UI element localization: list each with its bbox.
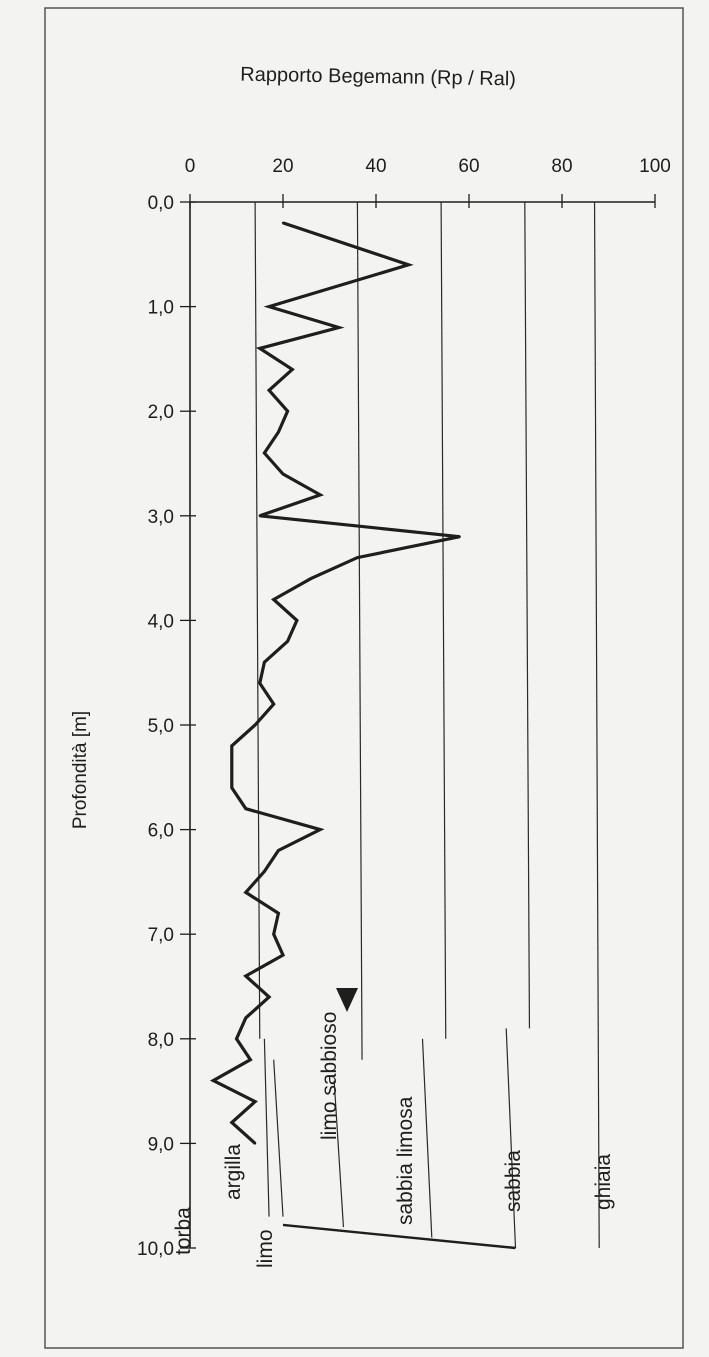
ratio-data-point bbox=[337, 326, 340, 329]
soil-zone-label: ghiaia bbox=[592, 1154, 615, 1210]
ratio-data-point bbox=[230, 765, 234, 769]
soil-boundary-line bbox=[421, 1038, 433, 1238]
ratio-data-point bbox=[319, 828, 322, 831]
soil-zone-label: limo sabbioso bbox=[318, 1012, 341, 1140]
ratio-data-point bbox=[235, 1037, 238, 1041]
ratio-data-point bbox=[281, 953, 285, 957]
soil-zone-label: limo bbox=[254, 1229, 277, 1268]
ratio-data-point bbox=[258, 514, 261, 517]
ratio-data-point bbox=[253, 1100, 257, 1103]
ratio-data-point bbox=[244, 807, 247, 810]
ratio-data-point bbox=[277, 430, 280, 434]
y-tick-label: 8,0 bbox=[148, 1030, 174, 1051]
y-tick-label: 9,0 bbox=[148, 1134, 174, 1155]
ratio-data-point bbox=[230, 744, 234, 748]
soil-boundary-line bbox=[524, 201, 531, 1029]
ratio-data-point bbox=[258, 681, 261, 685]
plot-area bbox=[209, 221, 461, 1145]
soil-zone-label: sabbia bbox=[502, 1150, 525, 1212]
ratio-data-point bbox=[295, 619, 299, 622]
ratio-data-point bbox=[253, 1142, 257, 1145]
ratio-data-point bbox=[277, 912, 280, 915]
ratio-data-point bbox=[281, 221, 285, 225]
soil-boundary-line bbox=[333, 1080, 345, 1228]
ratio-data-point bbox=[244, 1016, 247, 1020]
y-tick-label: 3,0 bbox=[148, 507, 174, 528]
soil-boundary-line bbox=[593, 201, 600, 1249]
ratio-data-point bbox=[267, 305, 271, 308]
soil-boundary-line bbox=[282, 1223, 516, 1250]
x-tick-label: 0 bbox=[185, 156, 196, 177]
ratio-data-point bbox=[267, 389, 271, 392]
x-tick-label: 100 bbox=[639, 156, 671, 177]
y-tick-label: 10,0 bbox=[137, 1239, 174, 1260]
x-tick-label: 60 bbox=[458, 156, 479, 177]
ratio-data-point bbox=[458, 535, 461, 538]
ratio-data-point bbox=[244, 891, 247, 894]
ratio-data-point bbox=[212, 1079, 215, 1082]
ratio-data-point bbox=[263, 870, 266, 873]
ratio-data-point bbox=[230, 786, 234, 789]
ratio-data-point bbox=[281, 472, 285, 476]
ratio-data-point bbox=[263, 661, 266, 664]
page-frame bbox=[44, 7, 684, 1349]
ratio-data-point bbox=[286, 640, 289, 643]
ratio-data-point bbox=[253, 723, 257, 727]
ratio-data-point bbox=[407, 263, 410, 266]
ratio-data-point bbox=[356, 556, 359, 559]
soil-boundary-line bbox=[263, 1038, 270, 1217]
ratio-data-point bbox=[230, 1121, 234, 1124]
soil-boundary-line bbox=[505, 1028, 517, 1249]
ratio-data-point bbox=[263, 451, 266, 455]
ratio-data-point bbox=[272, 933, 275, 936]
x-tick-label: 20 bbox=[272, 156, 293, 177]
ratio-data-point bbox=[258, 347, 261, 350]
soil-boundary-line bbox=[254, 201, 261, 1039]
ratio-data-point bbox=[267, 995, 271, 999]
y-tick-label: 7,0 bbox=[148, 925, 174, 946]
y-tick-label: 6,0 bbox=[148, 821, 174, 842]
soil-zone-labels: torba argilla limo limo sabbioso sabbia limo… bbox=[172, 1012, 615, 1268]
y-axis-label: Profondità [m] bbox=[70, 711, 91, 829]
soil-boundary-line bbox=[273, 1059, 284, 1217]
y-tick-label: 0,0 bbox=[148, 193, 174, 214]
soil-boundary-line bbox=[440, 201, 447, 1039]
x-tick-label: 40 bbox=[365, 156, 386, 177]
ratio-data-point bbox=[319, 493, 322, 497]
soil-zone-label: argilla bbox=[222, 1144, 245, 1200]
ratio-data-point bbox=[249, 1058, 252, 1061]
soil-zone-label: sabbia limosa bbox=[394, 1096, 417, 1225]
ratio-data-point bbox=[244, 974, 247, 978]
ratio-data-point bbox=[309, 577, 313, 580]
y-tick-label: 5,0 bbox=[148, 716, 174, 737]
ratio-data-point bbox=[277, 849, 280, 852]
arrow-marker bbox=[336, 988, 358, 1012]
y-tick-label: 2,0 bbox=[148, 402, 174, 423]
ratio-data-point bbox=[286, 410, 289, 413]
axes: 0 20 40 60 80 100 0,0 1,0 2,0 3,0 4,0 5,0 6,0 7,0 8,0 9… bbox=[137, 156, 671, 1260]
ratio-data-point bbox=[272, 702, 275, 706]
ratio-data-point bbox=[291, 368, 294, 371]
x-tick-label: 80 bbox=[551, 156, 572, 177]
ratio-data-point bbox=[272, 598, 275, 601]
soil-boundary-lines bbox=[254, 201, 600, 1250]
y-tick-label: 4,0 bbox=[148, 611, 174, 632]
chart-title: Rapporto Begemann (Rp / Ral) bbox=[240, 64, 516, 91]
y-tick-label: 1,0 bbox=[148, 298, 174, 319]
soil-boundary-line bbox=[356, 201, 363, 1060]
soil-zone-label: torba bbox=[172, 1207, 195, 1255]
ratio-series-line bbox=[209, 221, 461, 1145]
